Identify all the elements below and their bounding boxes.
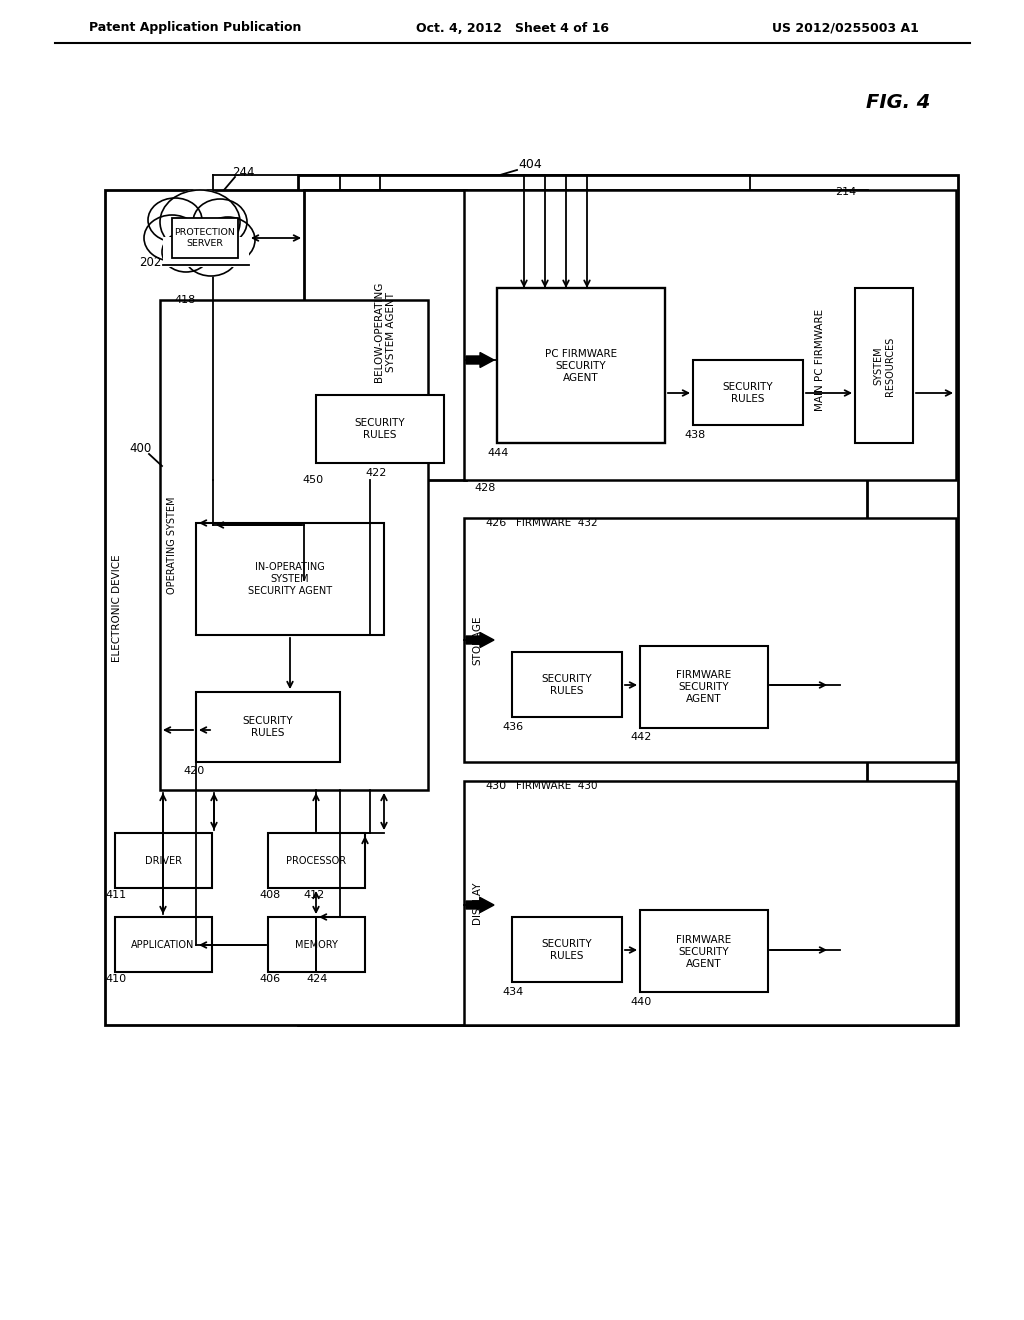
Text: 450: 450	[302, 475, 324, 484]
Text: PC FIRMWARE
SECURITY
AGENT: PC FIRMWARE SECURITY AGENT	[545, 350, 617, 383]
Text: STORAGE: STORAGE	[472, 615, 482, 665]
Text: SECURITY
RULES: SECURITY RULES	[542, 675, 592, 696]
Text: 434: 434	[503, 987, 523, 997]
Text: APPLICATION: APPLICATION	[131, 940, 195, 950]
Text: 404: 404	[518, 158, 542, 172]
Bar	[640, 645, 768, 729]
Bar	[115, 917, 212, 972]
Text: 400: 400	[129, 441, 152, 454]
Text: 444: 444	[487, 447, 509, 458]
Text: SECURITY
RULES: SECURITY RULES	[542, 940, 592, 961]
Text: FIG. 4: FIG. 4	[866, 92, 930, 111]
Text: MAIN PC FIRMWARE: MAIN PC FIRMWARE	[815, 309, 825, 411]
Ellipse shape	[160, 190, 240, 253]
Bar	[298, 176, 958, 1026]
Ellipse shape	[148, 198, 202, 242]
Text: 418: 418	[174, 294, 196, 305]
Polygon shape	[466, 898, 494, 912]
Ellipse shape	[162, 232, 210, 272]
Text: 424: 424	[306, 974, 328, 983]
Text: Oct. 4, 2012   Sheet 4 of 16: Oct. 4, 2012 Sheet 4 of 16	[416, 21, 608, 34]
Bar	[464, 190, 956, 480]
Text: DISPLAY: DISPLAY	[472, 882, 482, 924]
Text: Patent Application Publication: Patent Application Publication	[89, 21, 301, 34]
Ellipse shape	[144, 215, 200, 261]
Text: 430: 430	[485, 781, 507, 791]
Text: US 2012/0255003 A1: US 2012/0255003 A1	[771, 21, 919, 34]
Bar	[172, 218, 238, 257]
Text: SECURITY
RULES: SECURITY RULES	[723, 383, 773, 404]
Text: PROCESSOR: PROCESSOR	[286, 855, 346, 866]
Text: FIRMWARE
SECURITY
AGENT: FIRMWARE SECURITY AGENT	[677, 936, 731, 969]
Text: SYSTEM
RESOURCES: SYSTEM RESOURCES	[873, 337, 895, 396]
Ellipse shape	[201, 216, 255, 263]
Text: 442: 442	[631, 733, 651, 742]
Text: 420: 420	[183, 766, 205, 776]
Text: DRIVER: DRIVER	[144, 855, 181, 866]
Text: 426: 426	[485, 517, 507, 528]
Text: 436: 436	[503, 722, 523, 733]
Text: 440: 440	[631, 997, 651, 1007]
Text: FIRMWARE  430: FIRMWARE 430	[516, 781, 597, 791]
Text: 214: 214	[836, 187, 857, 197]
Text: SECURITY
RULES: SECURITY RULES	[243, 717, 293, 738]
Text: 202: 202	[139, 256, 162, 269]
Ellipse shape	[193, 199, 247, 246]
Text: PROTECTION
SERVER: PROTECTION SERVER	[174, 228, 236, 248]
Bar	[304, 190, 466, 480]
Text: 412: 412	[303, 890, 325, 900]
Ellipse shape	[184, 232, 238, 276]
Text: 408: 408	[259, 890, 281, 900]
Text: 406: 406	[259, 974, 281, 983]
Text: 410: 410	[105, 974, 127, 983]
Bar	[163, 238, 249, 267]
Bar	[196, 692, 340, 762]
Text: 428: 428	[474, 483, 496, 492]
Polygon shape	[466, 632, 494, 648]
Text: 411: 411	[105, 890, 127, 900]
Text: ELECTRONIC DEVICE: ELECTRONIC DEVICE	[112, 554, 122, 661]
Bar	[196, 523, 384, 635]
Text: IN-OPERATING
SYSTEM
SECURITY AGENT: IN-OPERATING SYSTEM SECURITY AGENT	[248, 562, 332, 595]
Text: 422: 422	[366, 469, 387, 478]
Bar	[464, 517, 956, 762]
Bar	[316, 395, 444, 463]
Bar	[512, 917, 622, 982]
Text: FIRMWARE  432: FIRMWARE 432	[516, 517, 598, 528]
Bar	[160, 300, 428, 789]
Bar	[497, 288, 665, 444]
Polygon shape	[466, 352, 494, 367]
Bar	[512, 652, 622, 717]
Text: MEMORY: MEMORY	[295, 940, 338, 950]
Bar	[268, 833, 365, 888]
Text: SECURITY
RULES: SECURITY RULES	[354, 418, 406, 440]
Bar	[640, 909, 768, 993]
Text: 244: 244	[231, 165, 254, 178]
Bar	[464, 781, 956, 1026]
Bar	[268, 917, 365, 972]
Text: OPERATING SYSTEM: OPERATING SYSTEM	[167, 496, 177, 594]
Bar	[115, 833, 212, 888]
Bar	[855, 288, 913, 444]
Bar	[105, 190, 867, 1026]
Text: FIRMWARE
SECURITY
AGENT: FIRMWARE SECURITY AGENT	[677, 671, 731, 704]
Bar	[693, 360, 803, 425]
Text: 438: 438	[684, 430, 706, 440]
Text: BELOW-OPERATING
SYSTEM AGENT: BELOW-OPERATING SYSTEM AGENT	[374, 281, 396, 383]
